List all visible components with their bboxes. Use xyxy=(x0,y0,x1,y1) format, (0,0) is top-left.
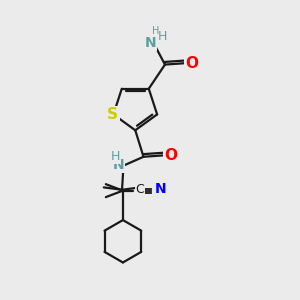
Text: O: O xyxy=(164,148,177,163)
Text: N: N xyxy=(154,182,166,197)
Text: H: H xyxy=(157,30,167,44)
Text: O: O xyxy=(186,56,199,70)
Text: N: N xyxy=(112,158,124,172)
Text: C: C xyxy=(136,183,144,196)
Text: H: H xyxy=(152,26,160,36)
Text: S: S xyxy=(107,107,118,122)
Text: N: N xyxy=(144,36,156,50)
Text: H: H xyxy=(111,150,120,163)
